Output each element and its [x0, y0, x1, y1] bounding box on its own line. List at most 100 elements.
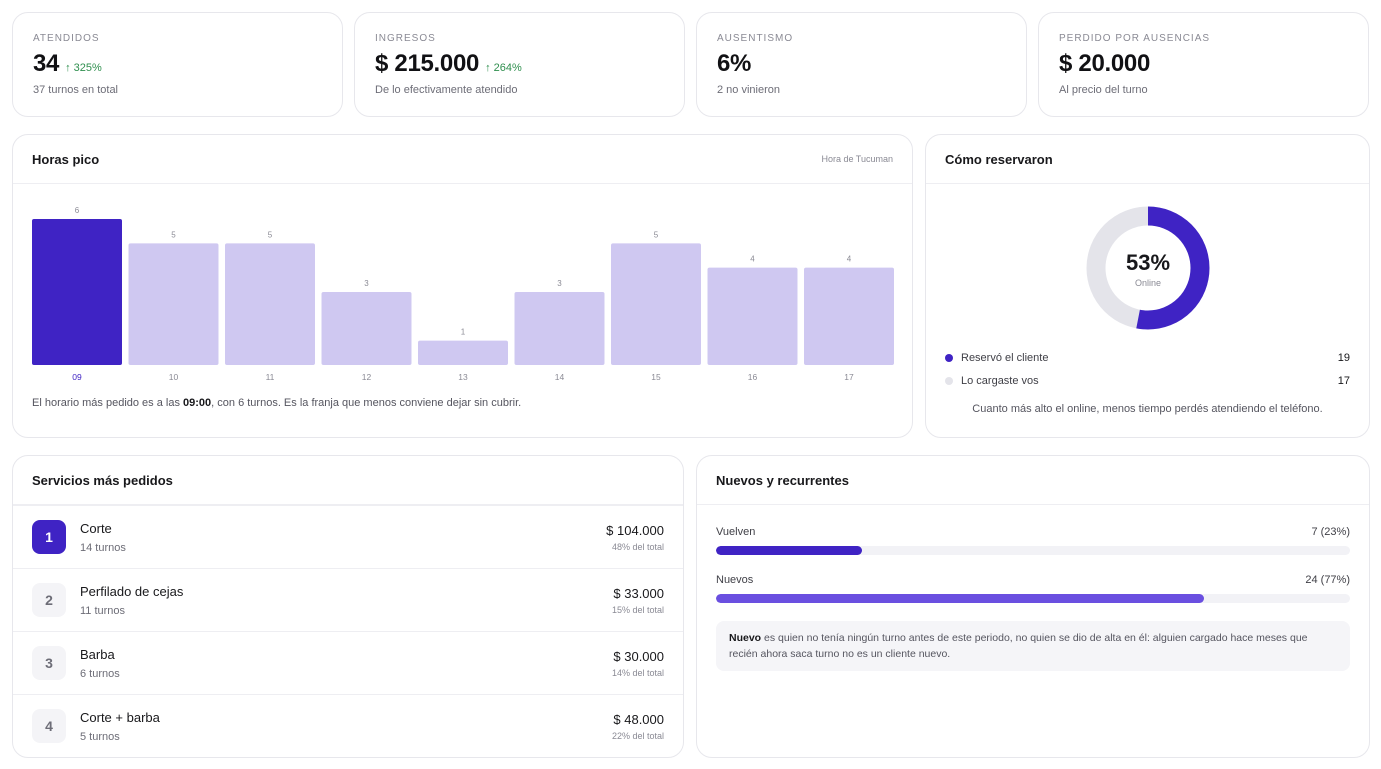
booking-caption: Cuanto más alto el online, menos tiempo …	[972, 403, 1323, 415]
service-amount: $ 48.000	[613, 711, 664, 727]
kpi-value: 6%	[717, 50, 752, 77]
legend-label: Reservó el cliente	[961, 352, 1049, 364]
kpi-trend-up: ↑ 325%	[65, 62, 102, 74]
top-services-card: Servicios más pedidos 1 Corte 14 turnos …	[12, 455, 684, 758]
service-count: 6 turnos	[80, 667, 120, 680]
peak-hour-highlight: 09:00	[183, 397, 212, 409]
definition-info-box: Nuevo es quien no tenía ningún turno ant…	[716, 621, 1350, 671]
legend-dot	[945, 354, 953, 362]
bar-17[interactable]	[804, 267, 894, 365]
kpi-label: PERDIDO POR AUSENCIAS	[1059, 33, 1211, 44]
x-tick-label: 11	[266, 372, 275, 382]
progress-value: 24 (77%)	[1305, 574, 1350, 586]
bar-value-label: 6	[75, 206, 80, 215]
kpi-label: ATENDIDOS	[33, 33, 100, 44]
service-rank: 1	[32, 520, 66, 554]
donut-online-segment	[1086, 206, 1210, 330]
bar-14[interactable]	[514, 292, 605, 365]
service-name: Corte	[80, 520, 112, 536]
x-tick-label: 14	[555, 372, 565, 382]
bar-value-label: 4	[750, 255, 755, 264]
kpi-value: 34	[33, 50, 60, 77]
service-count: 14 turnos	[80, 541, 126, 554]
progress-fill	[716, 546, 862, 555]
x-tick-label: 15	[651, 372, 661, 382]
donut-percent: 53%	[1126, 250, 1170, 275]
progress-label: Nuevos	[716, 574, 754, 586]
service-name: Perfilado de cejas	[80, 583, 184, 599]
card-title: Nuevos y recurrentes	[716, 472, 849, 488]
service-amount: $ 104.000	[606, 522, 664, 538]
kpi-card-ingresos: INGRESOS $ 215.000 ↑ 264% De lo efectiva…	[354, 12, 685, 117]
kpi-label: INGRESOS	[375, 33, 436, 44]
bar-value-label: 5	[268, 230, 273, 239]
service-amount: $ 33.000	[613, 585, 664, 601]
peak-caption: El horario más pedido es a las 09:00, co…	[32, 397, 522, 409]
timezone-note: Hora de Tucuman	[821, 154, 893, 164]
bar-value-label: 5	[171, 230, 176, 239]
kpi-sub: Al precio del turno	[1059, 84, 1148, 96]
progress-fill	[716, 594, 1205, 603]
progress-track	[716, 546, 1350, 555]
bar-10[interactable]	[128, 243, 219, 365]
progress-track	[716, 594, 1350, 603]
service-count: 11 turnos	[80, 604, 126, 617]
info-term: Nuevo	[729, 632, 762, 644]
kpi-sub: 2 no vinieron	[717, 84, 780, 96]
booking-source-card: Cómo reservaron 53% Online Reservó el cl…	[925, 134, 1370, 438]
kpi-trend-up: ↑ 264%	[485, 62, 522, 74]
x-tick-label: 17	[844, 372, 854, 382]
service-row[interactable]: 4 Corte + barba 5 turnos $ 48.000 22% de…	[13, 694, 683, 757]
x-tick-label: 10	[169, 372, 179, 382]
bar-value-label: 3	[557, 279, 562, 288]
bar-value-label: 5	[654, 230, 659, 239]
bar-value-label: 3	[364, 279, 369, 288]
booking-donut-chart: 53% Online	[1086, 206, 1210, 330]
new-vs-returning-card: Nuevos y recurrentes Vuelven 7 (23%) Nue…	[696, 455, 1370, 758]
service-name: Corte + barba	[80, 709, 160, 725]
kpi-value: $ 20.000	[1059, 50, 1151, 77]
peak-hours-card: Horas pico Hora de Tucuman 6 09 5 10 5 11 3 12 1…	[12, 134, 913, 438]
service-rank: 2	[32, 583, 66, 617]
progress-label: Vuelven	[716, 526, 756, 538]
bar-13[interactable]	[418, 340, 508, 365]
x-tick-label: 13	[458, 372, 468, 382]
service-row[interactable]: 3 Barba 6 turnos $ 30.000 14% del total	[13, 631, 683, 694]
service-amount: $ 30.000	[613, 648, 664, 664]
x-tick-label: 09	[72, 372, 82, 382]
legend-online: Reservó el cliente 19	[945, 352, 1350, 364]
kpi-label: AUSENTISMO	[717, 33, 794, 44]
service-rank: 3	[32, 646, 66, 680]
bar-12[interactable]	[321, 292, 412, 365]
new-progress: Nuevos 24 (77%)	[716, 574, 1350, 603]
returning-progress: Vuelven 7 (23%)	[716, 526, 1350, 555]
legend-dot	[945, 377, 953, 385]
bar-11[interactable]	[225, 243, 315, 365]
progress-value: 7 (23%)	[1311, 526, 1350, 538]
kpi-sub: 37 turnos en total	[33, 84, 119, 96]
service-rank: 4	[32, 709, 66, 743]
legend-count: 17	[1337, 375, 1350, 387]
card-title: Servicios más pedidos	[32, 472, 173, 488]
bar-15[interactable]	[611, 243, 701, 365]
service-name: Barba	[80, 646, 115, 662]
x-tick-label: 12	[362, 372, 372, 382]
service-share: 48% del total	[611, 541, 664, 552]
bar-16[interactable]	[707, 267, 798, 365]
service-row[interactable]: 2 Perfilado de cejas 11 turnos $ 33.000 …	[13, 568, 683, 631]
card-title: Horas pico	[32, 151, 100, 167]
donut-center-label: Online	[1135, 278, 1161, 288]
kpi-card-ausentismo: AUSENTISMO 6% 2 no vinieron	[696, 12, 1027, 117]
kpi-card-perdido: PERDIDO POR AUSENCIAS $ 20.000 Al precio…	[1038, 12, 1369, 117]
kpi-card-atendidos: ATENDIDOS 34 ↑ 325% 37 turnos en total	[12, 12, 343, 117]
legend-manual: Lo cargaste vos 17	[945, 375, 1350, 387]
x-tick-label: 16	[748, 372, 758, 382]
bar-value-label: 1	[461, 328, 466, 337]
legend-label: Lo cargaste vos	[961, 375, 1039, 387]
service-row[interactable]: 1 Corte 14 turnos $ 104.000 48% del tota…	[13, 505, 683, 568]
bar-09[interactable]	[32, 219, 122, 365]
service-share: 15% del total	[611, 604, 664, 615]
legend-count: 19	[1337, 352, 1350, 364]
card-title: Cómo reservaron	[945, 151, 1053, 167]
